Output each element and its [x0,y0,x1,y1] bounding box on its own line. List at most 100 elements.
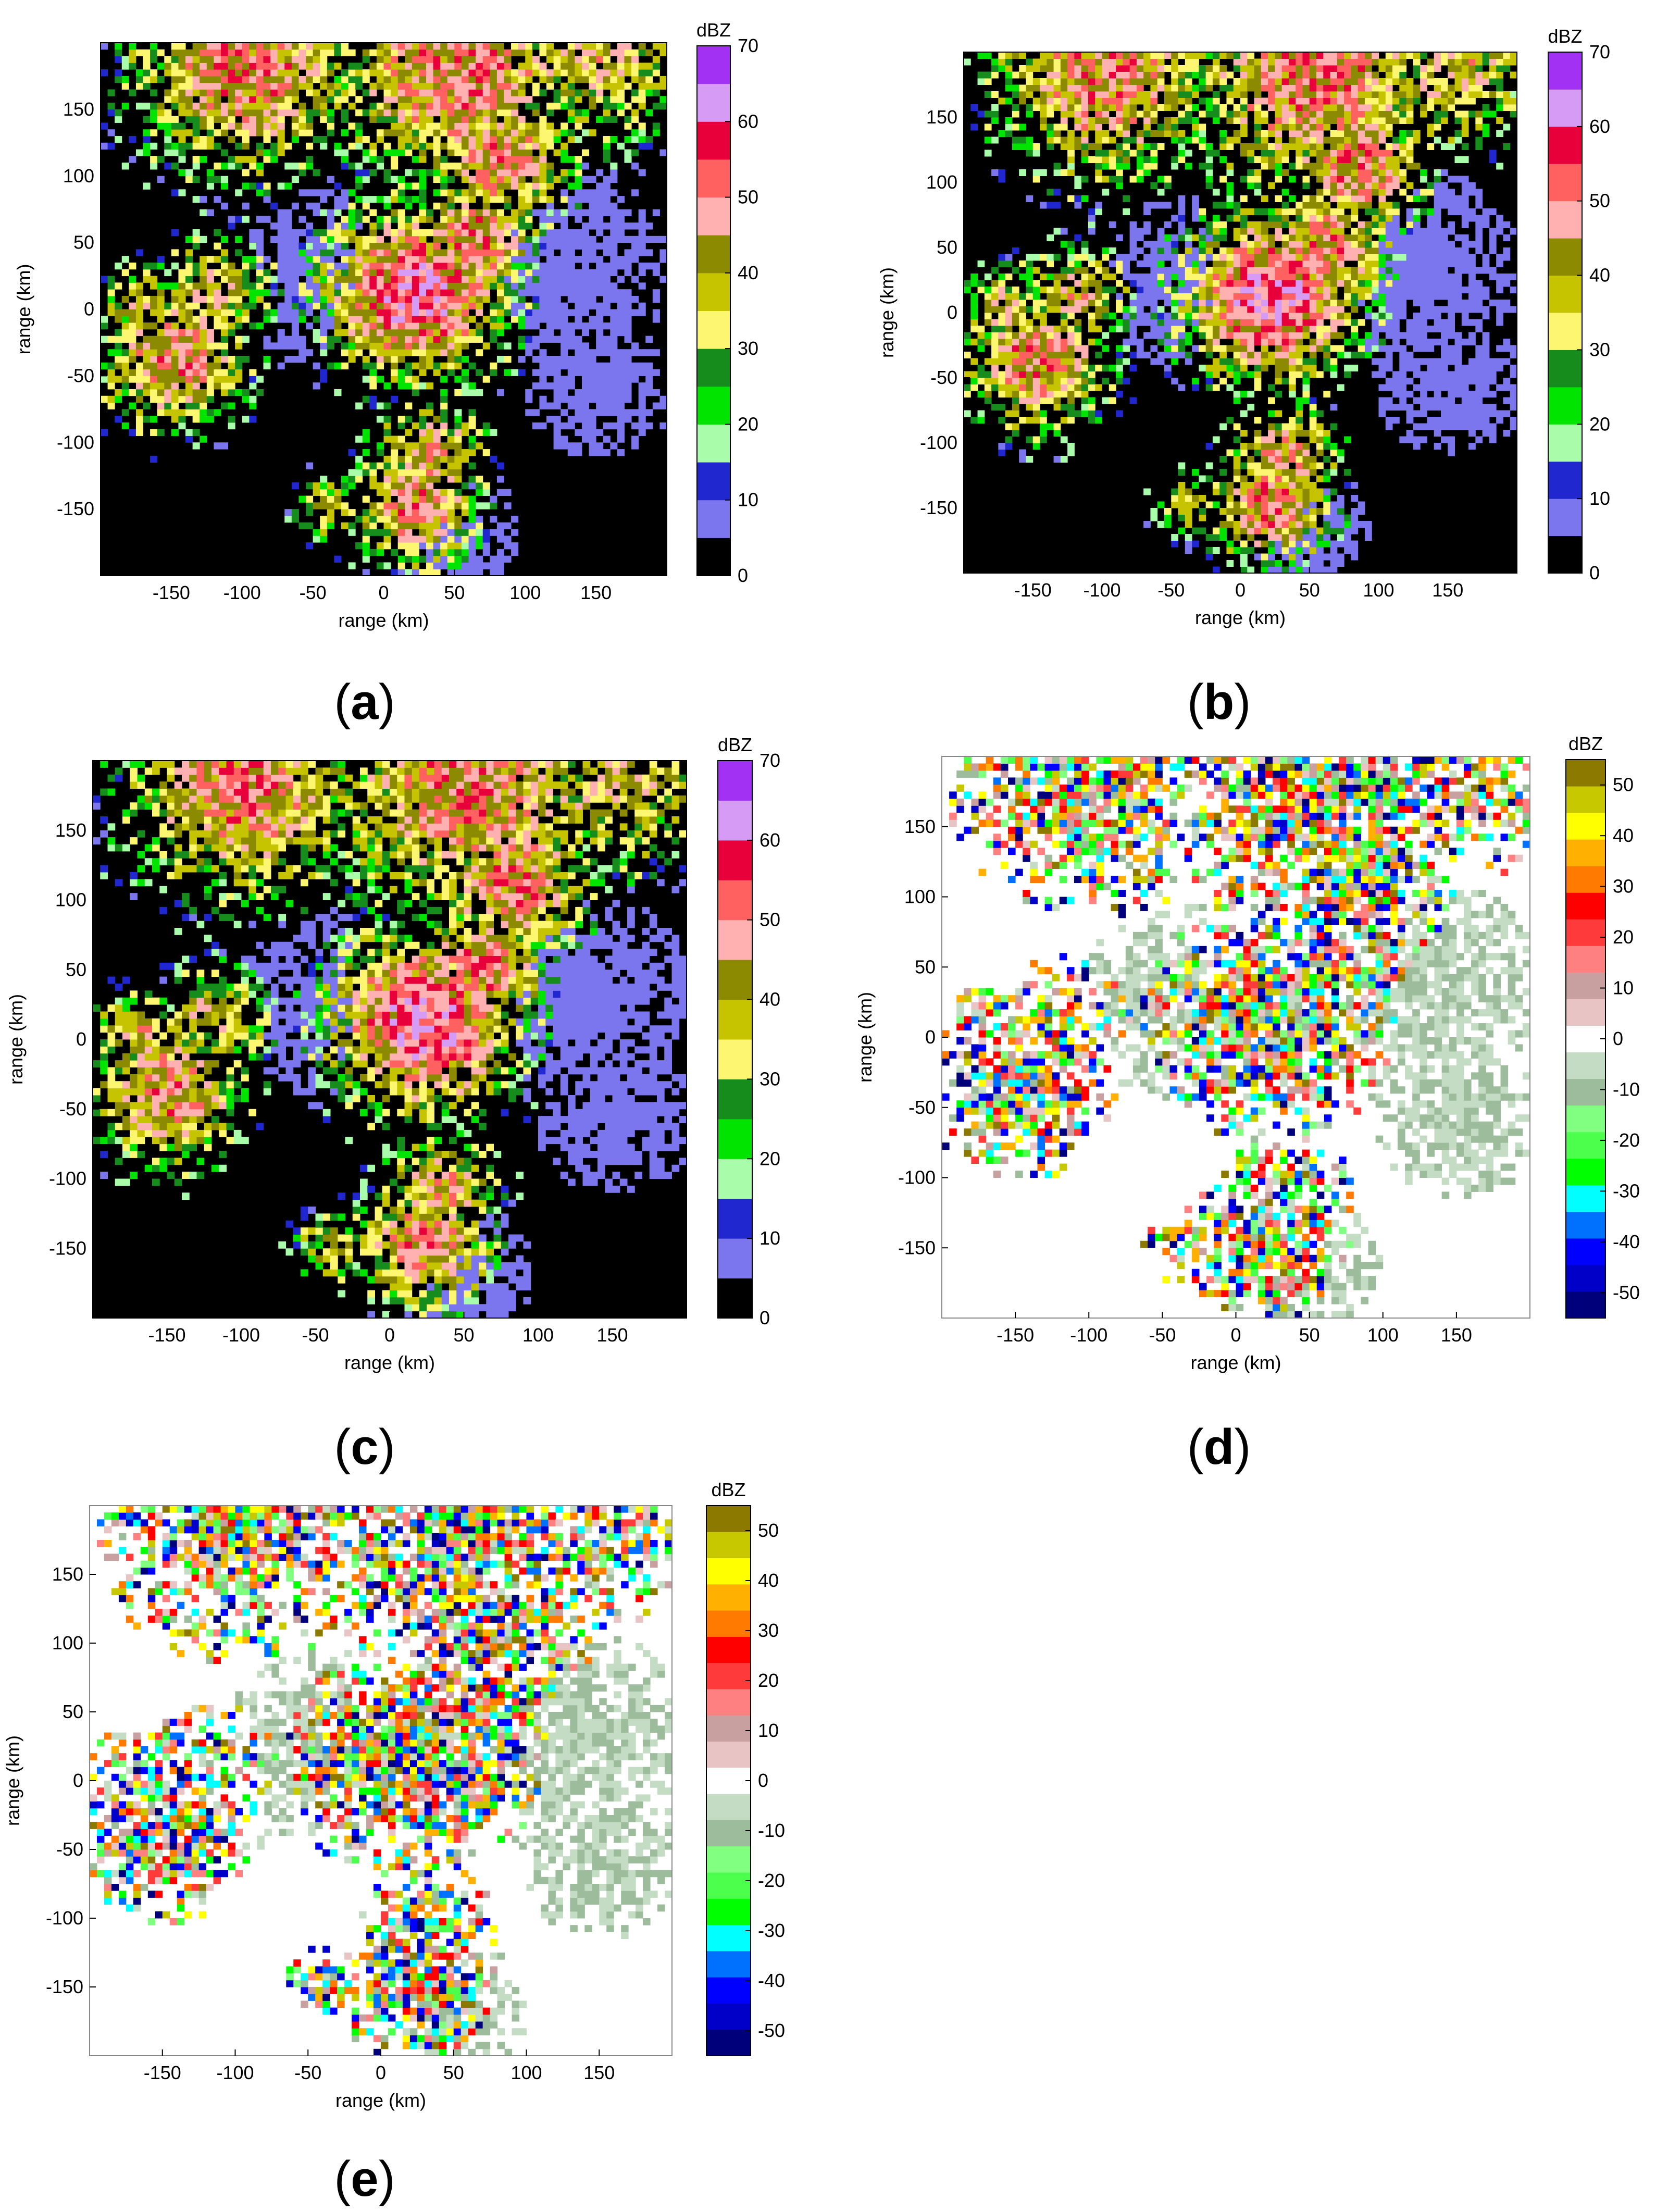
heatmap-cell [469,276,476,283]
heatmap-cell [228,309,235,316]
heatmap-cell [631,309,639,316]
heatmap-cell [228,163,235,169]
heatmap-cell [412,269,419,276]
heatmap-cell [228,69,235,76]
heatmap-cell [518,63,526,69]
heatmap-cell [561,222,568,229]
heatmap-cell [1033,169,1040,176]
heatmap-cell [546,136,554,143]
heatmap-cell [624,209,631,216]
heatmap-cell [1061,137,1068,144]
heatmap-cell [624,382,631,389]
heatmap-cell [1226,502,1234,508]
heatmap-cell [440,103,447,109]
heatmap-cell [462,236,469,243]
heatmap-cell [1164,52,1172,59]
heatmap-cell [462,456,469,463]
heatmap-cell [1088,228,1095,235]
heatmap-cell [998,176,1005,183]
heatmap-cell [363,49,370,56]
heatmap-cell [546,403,554,409]
heatmap-cell [426,63,433,69]
heatmap-cell [171,403,179,409]
heatmap-cell [327,90,334,96]
heatmap-cell [242,69,250,76]
heatmap-cell [1102,156,1110,163]
heatmap-cell [292,249,299,256]
heatmap-cell [306,309,313,316]
heatmap-cell [469,536,476,542]
heatmap-cell [157,109,165,116]
heatmap-cell [617,349,625,356]
heatmap-cell [483,103,490,109]
heatmap-cell [292,263,299,269]
heatmap-cell [150,456,157,463]
heatmap-cell [284,509,292,516]
heatmap-cell [447,436,455,442]
heatmap-cell [334,276,341,283]
heatmap-cell [1033,287,1040,293]
heatmap-cell [653,369,660,376]
heatmap-cell [278,249,285,256]
heatmap-cell [1088,124,1095,131]
heatmap-cell [518,216,526,222]
heatmap-cell [377,442,384,449]
heatmap-cell [447,456,455,463]
heatmap-cell [136,309,143,316]
heatmap-cell [575,269,582,276]
heatmap-cell [1074,319,1081,326]
heatmap-cell [1192,326,1199,332]
heatmap-cell [150,382,157,389]
heatmap-cell [1226,137,1234,144]
heatmap-cell [320,349,327,356]
heatmap-cell [1206,78,1213,85]
heatmap-cell [426,122,433,129]
heatmap-cell [256,189,264,196]
heatmap-cell [653,63,660,69]
heatmap-cell [440,449,447,456]
heatmap-cell [476,183,483,190]
heatmap-cell [1226,169,1234,176]
heatmap-cell [1143,293,1151,300]
heatmap-cell [171,43,179,49]
heatmap-cell [454,256,462,263]
heatmap-cell [320,196,327,203]
heatmap-cell [341,276,348,283]
heatmap-cell [511,529,518,536]
heatmap-cell [653,316,660,322]
heatmap-cell [1102,59,1110,66]
heatmap-cell [398,509,405,516]
heatmap-cell [575,236,582,243]
heatmap-cell [462,542,469,549]
colorbar-tick-label: 40 [738,262,758,283]
heatmap-cell [433,416,441,422]
heatmap-cell [256,229,264,236]
heatmap-cell [1081,111,1089,118]
heatmap-cell [1095,52,1102,59]
heatmap-cell [200,96,207,103]
heatmap-cell [964,352,971,358]
heatmap-cell [122,163,129,169]
heatmap-cell [1005,287,1013,293]
heatmap-cell [1067,78,1075,85]
colorbar-segment [697,46,730,84]
heatmap-cell [518,129,526,136]
heatmap-cell [369,382,377,389]
heatmap-cell [1234,424,1241,430]
heatmap-cell [624,363,631,369]
heatmap-cell [1067,241,1075,248]
heatmap-cell [1116,72,1123,79]
heatmap-cell [391,309,398,316]
heatmap-cell [1185,489,1192,495]
heatmap-cell [412,342,419,349]
heatmap-cell [525,282,532,289]
heatmap-cell [433,109,441,116]
heatmap-cell [617,289,625,296]
heatmap-cell [1081,365,1089,371]
heatmap-cell [405,243,412,250]
heatmap-cell [355,349,363,356]
heatmap-cell [426,509,433,516]
heatmap-cell [589,196,596,203]
heatmap-cell [603,176,611,183]
heatmap-cell [1240,332,1248,339]
